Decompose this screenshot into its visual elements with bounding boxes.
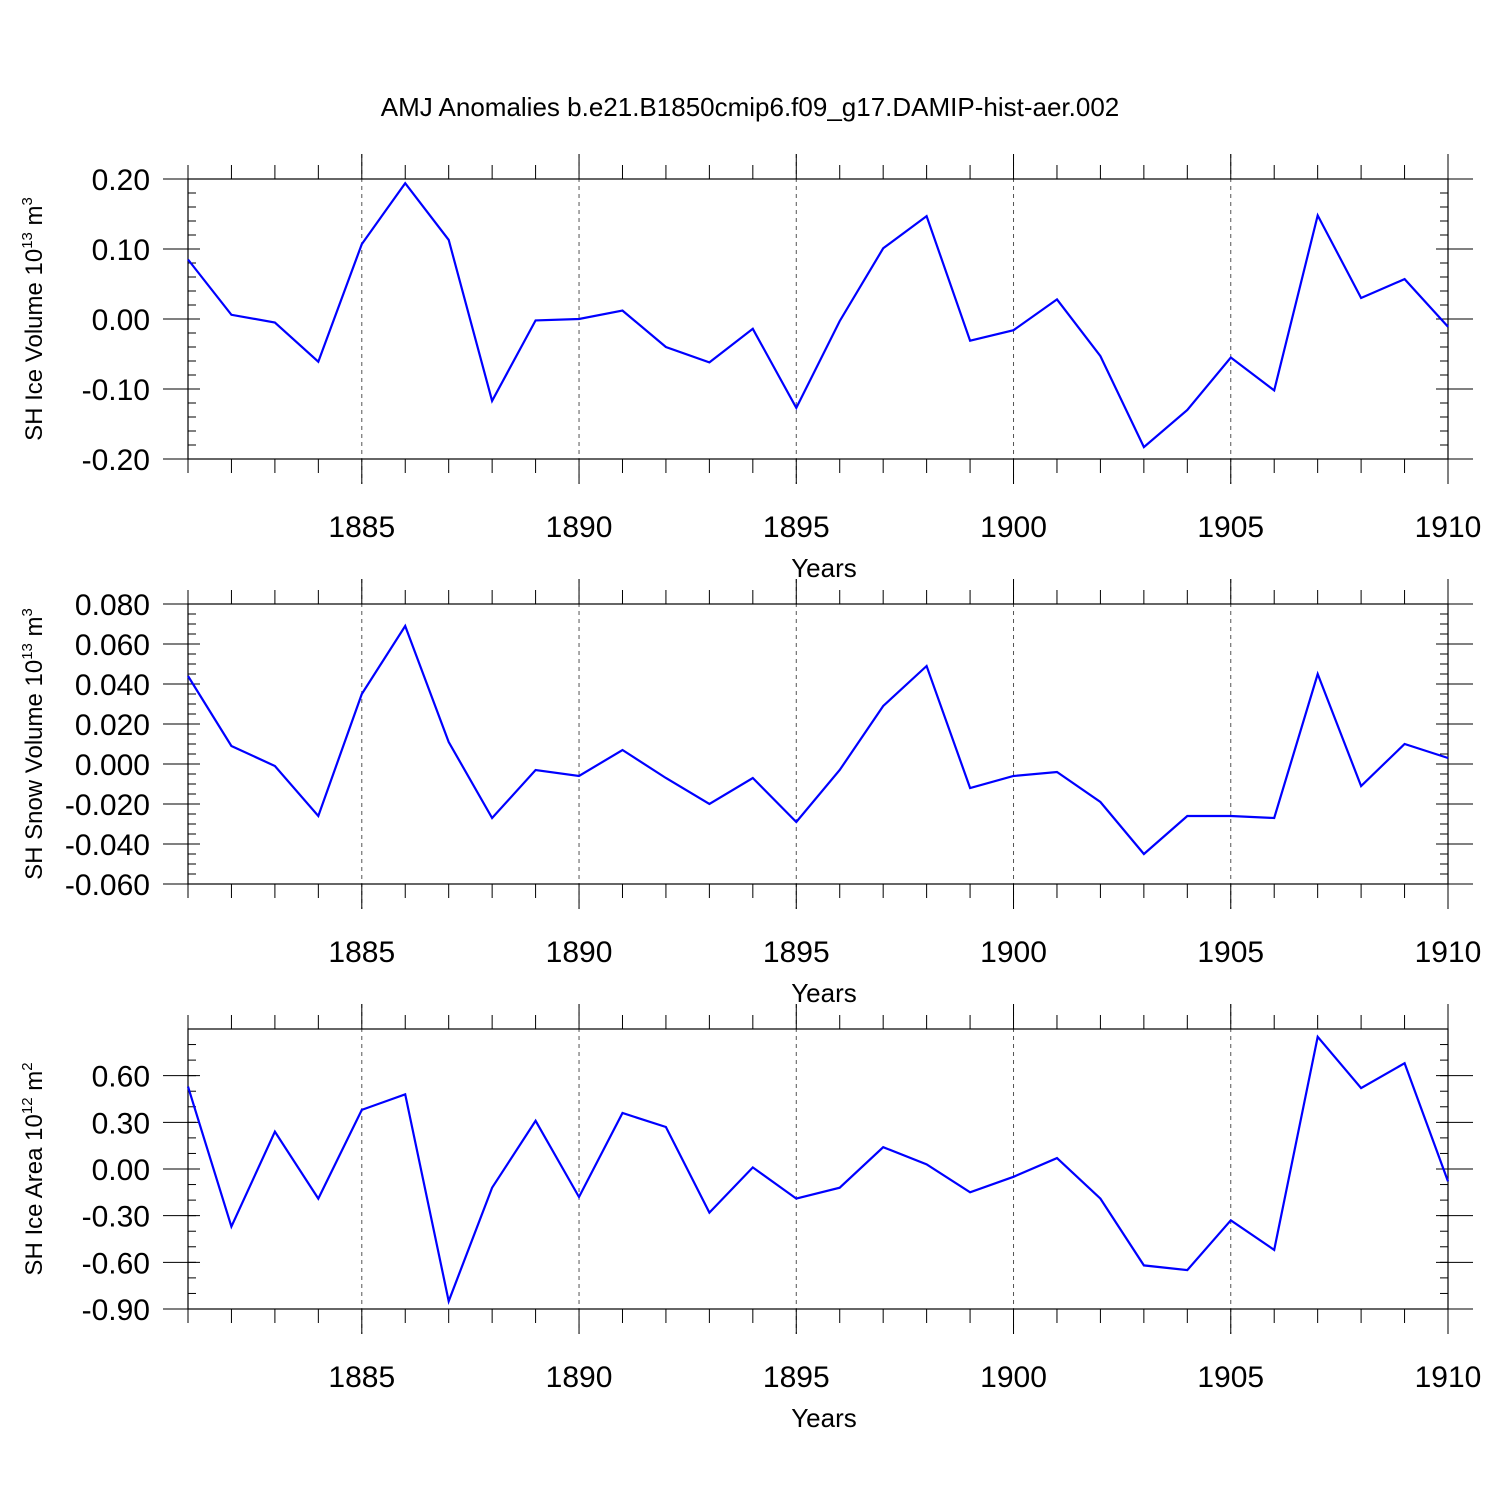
x-tick-label: 1900 bbox=[980, 1361, 1047, 1394]
y-tick-label: 0.00 bbox=[92, 1154, 150, 1187]
x-tick-label: 1910 bbox=[1415, 1361, 1482, 1394]
x-tick-label: 1890 bbox=[546, 511, 613, 544]
x-tick-label: 1900 bbox=[980, 511, 1047, 544]
y-tick-label: 0.30 bbox=[92, 1107, 150, 1140]
plot-frame bbox=[187, 603, 1449, 885]
y-tick-label: -0.040 bbox=[65, 829, 150, 862]
y-tick-label: 0.020 bbox=[75, 709, 150, 742]
panels: -0.20 -0.10 0.00 0.10 0.20 1885 1890 1895 1900 19… bbox=[19, 154, 1481, 1433]
y-tick-label: 0.10 bbox=[92, 234, 150, 267]
y-tick-label: -0.60 bbox=[82, 1247, 150, 1280]
y-tick-label: 0.00 bbox=[92, 304, 150, 337]
y-tick-label: 0.080 bbox=[75, 589, 150, 622]
x-tick-label: 1910 bbox=[1415, 511, 1482, 544]
series-line bbox=[186, 1034, 1450, 1306]
x-tick-label: 1900 bbox=[980, 936, 1047, 969]
y-tick-label: 0.20 bbox=[92, 164, 150, 197]
plot-frame bbox=[187, 1028, 1449, 1310]
chart-panel-2: -0.060 -0.040 -0.020 0.000 0.020 0.040 0.060 0.… bbox=[19, 579, 1481, 1008]
x-axis-label: Years bbox=[791, 1403, 857, 1433]
series-line bbox=[187, 623, 1449, 856]
y-tick-label: -0.060 bbox=[65, 869, 150, 902]
y-tick-label: 0.60 bbox=[92, 1061, 150, 1094]
series-line bbox=[187, 181, 1449, 449]
y-tick-label: 0.040 bbox=[75, 669, 150, 702]
x-tick-label: 1895 bbox=[763, 1361, 830, 1394]
y-tick-label: -0.20 bbox=[82, 444, 150, 477]
y-axis-label: SH Snow Volume 1013 m3 bbox=[19, 608, 48, 880]
x-tick-label: 1895 bbox=[763, 511, 830, 544]
y-tick-label: -0.020 bbox=[65, 789, 150, 822]
x-axis-label: Years bbox=[791, 978, 857, 1008]
x-tick-label: 1905 bbox=[1197, 1361, 1264, 1394]
y-tick-label: -0.10 bbox=[82, 374, 150, 407]
y-axis-label: SH Ice Area 1012 m2 bbox=[19, 1062, 48, 1275]
x-tick-label: 1910 bbox=[1415, 936, 1482, 969]
y-tick-label: -0.30 bbox=[82, 1201, 150, 1234]
y-tick-label: -0.90 bbox=[82, 1294, 150, 1327]
x-tick-label: 1885 bbox=[328, 511, 395, 544]
x-tick-label: 1885 bbox=[328, 1361, 395, 1394]
x-tick-label: 1890 bbox=[546, 1361, 613, 1394]
chart-panel-3: -0.90 -0.60 -0.30 0.00 0.30 0.60 1885 1890 1895 1… bbox=[19, 1004, 1481, 1433]
x-axis-label: Years bbox=[791, 553, 857, 583]
y-axis-label: SH Ice Volume 1013 m3 bbox=[19, 197, 48, 441]
x-tick-label: 1905 bbox=[1197, 511, 1264, 544]
y-tick-label: 0.000 bbox=[75, 749, 150, 782]
x-tick-label: 1890 bbox=[546, 936, 613, 969]
x-tick-label: 1905 bbox=[1197, 936, 1264, 969]
chart-title: AMJ Anomalies b.e21.B1850cmip6.f09_g17.D… bbox=[381, 92, 1120, 122]
y-tick-label: 0.060 bbox=[75, 629, 150, 662]
x-tick-label: 1885 bbox=[328, 936, 395, 969]
x-tick-label: 1895 bbox=[763, 936, 830, 969]
chart-panel-1: -0.20 -0.10 0.00 0.10 0.20 1885 1890 1895 1900 19… bbox=[19, 154, 1481, 583]
